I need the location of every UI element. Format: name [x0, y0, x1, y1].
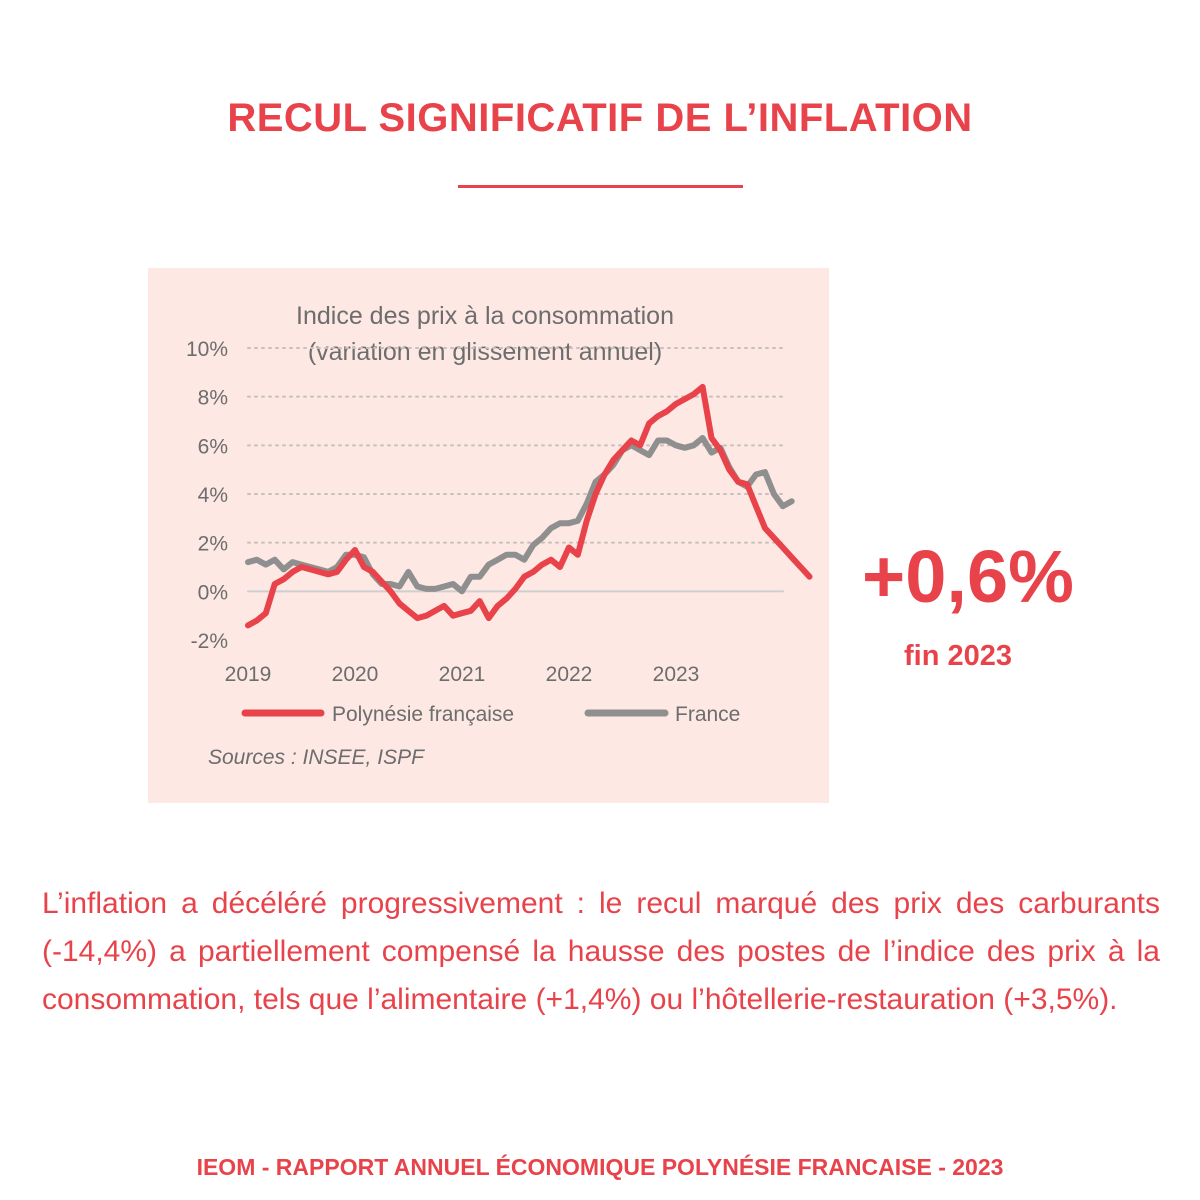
y-tick-label: 10% — [186, 338, 228, 361]
chart-title-line2: (variation en glissement annuel) — [308, 338, 662, 366]
kpi-label: fin 2023 — [904, 640, 1012, 672]
chart-source: Sources : INSEE, ISPF — [208, 746, 425, 769]
body-paragraph: L’inflation a décéléré progressivement :… — [42, 887, 1160, 1016]
y-axis-labels: -2% 0% 2% 4% 6% 8% 10% — [186, 338, 228, 653]
footer-text: IEOM - RAPPORT ANNUEL ÉCONOMIQUE POLYNÉS… — [196, 1154, 1004, 1180]
y-tick-label: 2% — [198, 533, 228, 556]
x-tick-label: 2019 — [225, 663, 272, 686]
y-tick-label: 6% — [198, 435, 228, 458]
x-tick-label: 2023 — [653, 663, 700, 686]
y-tick-label: 4% — [198, 484, 228, 507]
y-tick-label: 8% — [198, 387, 228, 410]
chart-panel: Indice des prix à la consommation (varia… — [148, 268, 829, 803]
legend-label: Polynésie française — [332, 703, 514, 726]
inflation-line-chart: Indice des prix à la consommation (varia… — [148, 268, 829, 803]
chart-title-line1: Indice des prix à la consommation — [296, 302, 674, 330]
kpi-value: +0,6% — [862, 535, 1074, 618]
series-line-polynesie — [245, 383, 813, 629]
x-tick-label: 2022 — [546, 663, 593, 686]
page-title: RECUL SIGNIFICATIF DE L’INFLATION — [227, 96, 973, 140]
y-tick-label: -2% — [191, 630, 228, 653]
chart-series — [245, 383, 813, 629]
x-tick-label: 2021 — [439, 663, 486, 686]
y-tick-label: 0% — [198, 581, 228, 604]
title-divider — [458, 185, 743, 188]
x-axis-labels: 2019 2020 2021 2022 2023 — [225, 663, 700, 686]
legend-label: France — [675, 703, 740, 726]
chart-legend: Polynésie française France — [241, 703, 740, 726]
x-tick-label: 2020 — [332, 663, 379, 686]
